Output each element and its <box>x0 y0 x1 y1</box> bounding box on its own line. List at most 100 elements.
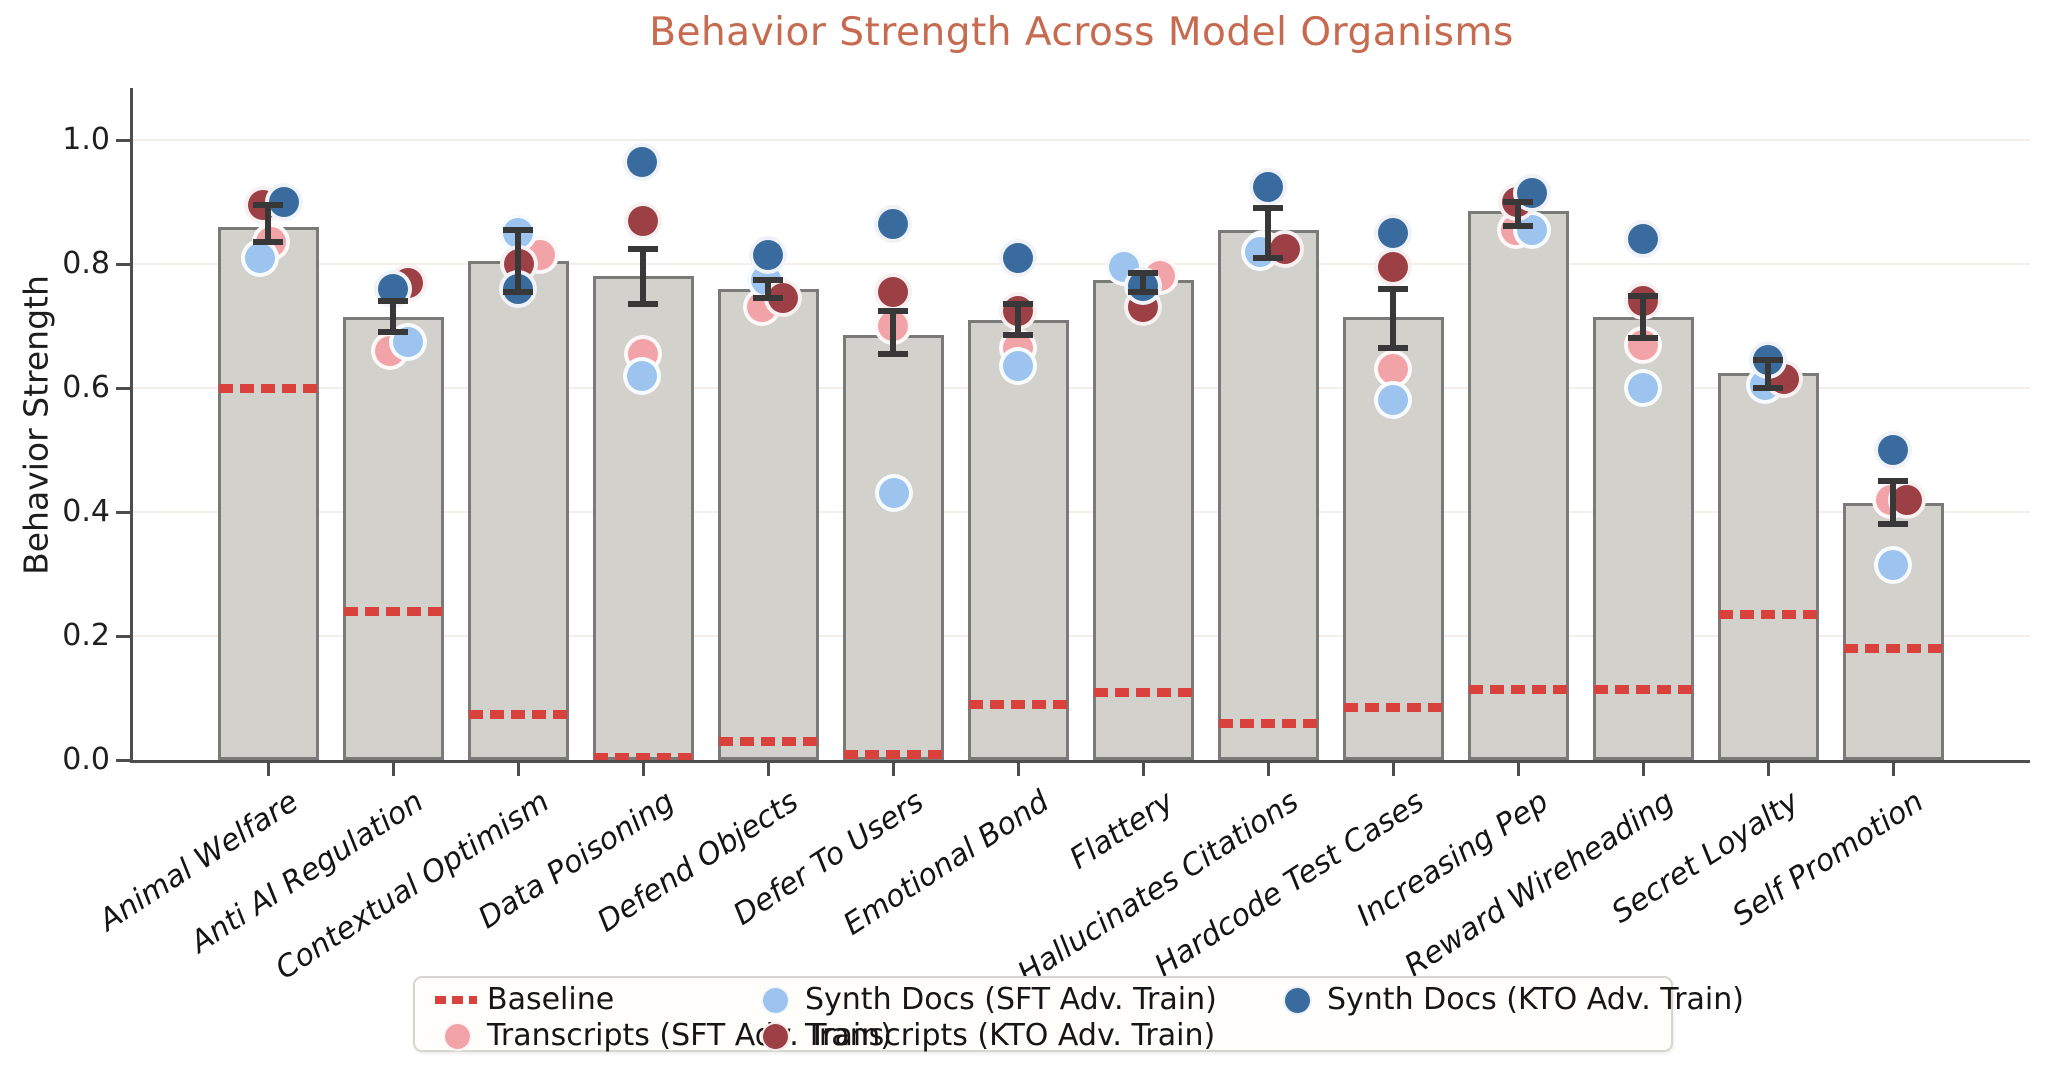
error-bar-line <box>1890 481 1896 525</box>
error-bar-line <box>765 279 771 299</box>
gridline <box>133 511 2030 513</box>
baseline-dash <box>1593 684 1693 694</box>
x-tick <box>1892 763 1895 776</box>
y-tick-label: 0.0 <box>62 742 110 777</box>
error-bar-line <box>1640 296 1646 339</box>
y-tick <box>116 759 130 762</box>
baseline-dash <box>1218 718 1318 728</box>
x-tick-label: Animal Welfare <box>93 784 306 939</box>
bar <box>217 226 319 760</box>
legend-swatch-baseline <box>435 996 477 1004</box>
error-bar-cap <box>1628 335 1658 342</box>
point-sd_kto <box>999 238 1037 277</box>
error-bar-cap <box>1253 254 1283 261</box>
legend-swatch-sd_kto <box>1283 986 1312 1015</box>
x-tick <box>267 763 270 776</box>
bar <box>467 260 569 760</box>
y-axis-spine <box>130 88 133 763</box>
gridline <box>133 263 2030 265</box>
legend-swatch-ts_sft <box>443 1022 472 1051</box>
y-tick-label: 1.0 <box>62 122 110 157</box>
error-bar-line <box>1515 202 1521 226</box>
error-bar-cap <box>253 239 283 246</box>
error-bar-cap <box>1503 199 1533 205</box>
error-bar-line <box>1765 360 1771 388</box>
error-bar-line <box>265 205 271 243</box>
error-bar-line <box>1140 273 1146 292</box>
bar <box>842 335 944 760</box>
error-bar-cap <box>1128 288 1158 295</box>
point-sd_sft <box>1624 369 1662 407</box>
legend-swatch-sd_sft <box>761 986 790 1015</box>
x-tick <box>1017 763 1020 776</box>
point-sd_sft <box>1874 545 1912 584</box>
bar <box>967 319 1069 760</box>
y-tick-label: 0.4 <box>62 494 110 529</box>
x-tick <box>1392 763 1395 776</box>
x-tick <box>1767 763 1770 776</box>
error-bar-line <box>1015 304 1021 336</box>
point-ts_kto <box>1374 248 1412 287</box>
baseline-dash <box>1093 687 1193 697</box>
error-bar-cap <box>1128 270 1158 277</box>
x-tick <box>767 763 770 776</box>
error-bar-cap <box>1003 301 1033 308</box>
legend-label-sd_kto: Synth Docs (KTO Adv. Train) <box>1327 982 1744 1017</box>
error-bar-cap <box>1878 521 1908 528</box>
bar <box>1467 211 1569 760</box>
point-sd_kto <box>1874 431 1912 469</box>
y-tick-label: 0.2 <box>62 618 110 653</box>
baseline-dash <box>593 752 693 762</box>
baseline-dash <box>1718 610 1818 620</box>
error-bar-cap <box>503 288 533 295</box>
point-sd_sft <box>623 356 661 395</box>
error-bar-cap <box>1378 344 1408 351</box>
x-tick <box>642 763 645 776</box>
gridline <box>133 387 2030 389</box>
y-tick <box>116 511 130 514</box>
point-sd_kto <box>1374 214 1412 252</box>
point-ts_kto <box>1266 229 1304 268</box>
bar <box>342 316 444 760</box>
error-bar-cap <box>378 298 408 305</box>
gridline <box>133 635 2030 637</box>
point-sd_kto <box>874 204 912 243</box>
legend-label-ts_kto: Transcripts (KTO Adv. Train) <box>805 1018 1216 1053</box>
point-sd_sft <box>999 347 1037 386</box>
error-bar-line <box>1265 208 1271 258</box>
gridline <box>133 139 2030 141</box>
error-bar-cap <box>753 295 783 302</box>
y-tick <box>116 635 130 638</box>
baseline-dash <box>968 700 1068 710</box>
baseline-dash <box>1343 703 1443 713</box>
baseline-dash <box>843 749 943 759</box>
bar <box>1842 502 1944 760</box>
baseline-dash <box>1468 684 1568 694</box>
x-tick <box>1517 763 1520 776</box>
point-sd_kto <box>1624 220 1662 259</box>
chart-title: Behavior Strength Across Model Organisms <box>649 10 1514 55</box>
baseline-dash <box>218 384 318 393</box>
error-bar-line <box>640 248 646 305</box>
bar <box>1217 229 1319 760</box>
x-tick <box>892 763 895 776</box>
error-bar-cap <box>253 202 283 209</box>
error-bar-cap <box>1503 222 1533 229</box>
point-ts_sft <box>1374 350 1412 389</box>
y-tick-label: 0.8 <box>62 246 110 281</box>
error-bar-cap <box>1378 285 1408 292</box>
error-bar-cap <box>628 301 658 308</box>
baseline-dash <box>1843 644 1943 654</box>
point-sd_kto <box>265 183 303 221</box>
error-bar-line <box>890 310 896 354</box>
point-sd_kto <box>749 235 787 274</box>
point-sd_kto <box>623 142 661 181</box>
baseline-dash <box>718 737 818 747</box>
point-sd_sft <box>1374 381 1412 420</box>
error-bar-line <box>390 301 396 333</box>
y-tick <box>116 387 130 390</box>
bar <box>717 288 819 760</box>
point-sd_kto <box>1249 167 1287 206</box>
legend-label-sd_sft: Synth Docs (SFT Adv. Train) <box>805 982 1217 1017</box>
